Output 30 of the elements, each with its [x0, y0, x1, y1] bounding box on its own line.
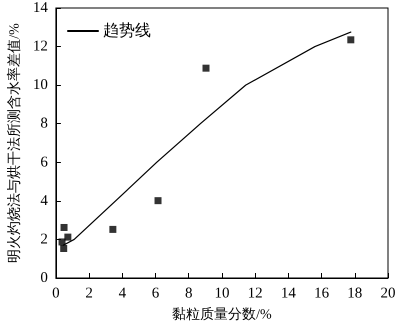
x-tick-label: 10 [214, 286, 230, 302]
y-tick-label: 8 [40, 116, 48, 132]
point [60, 224, 68, 231]
y-tick-label: 12 [32, 38, 48, 55]
x-tick-label: 6 [152, 286, 160, 302]
point [154, 197, 162, 204]
legend-label: 趋势线 [103, 22, 151, 40]
x-tick-label: 12 [248, 286, 263, 302]
x-tick-label: 20 [380, 286, 396, 302]
point [347, 36, 354, 44]
x-tick-label: 14 [280, 286, 296, 302]
x-tick-label: 4 [118, 286, 127, 302]
y-tick-label: 2 [40, 231, 48, 248]
point [202, 64, 210, 72]
x-tick-label: 0 [52, 286, 60, 302]
x-tick-label: 2 [85, 286, 93, 302]
x-tick-label: 8 [184, 286, 192, 302]
y-tick-label: 6 [40, 154, 48, 170]
x-tick-label: 16 [314, 286, 330, 302]
y-tick-label: 0 [40, 270, 48, 286]
point [64, 234, 72, 241]
point [58, 238, 66, 246]
point [109, 226, 116, 233]
y-tick-label: 10 [32, 77, 48, 94]
y-axis-title: 明火灼烧法与烘干法所测含水率差值/% [6, 22, 22, 263]
y-tick-label: 14 [32, 0, 48, 16]
x-tick-label: 18 [347, 286, 362, 302]
y-tick-label: 4 [40, 192, 48, 209]
point [60, 244, 68, 252]
x-axis-title: 黏粒质量分数/% [172, 306, 272, 322]
